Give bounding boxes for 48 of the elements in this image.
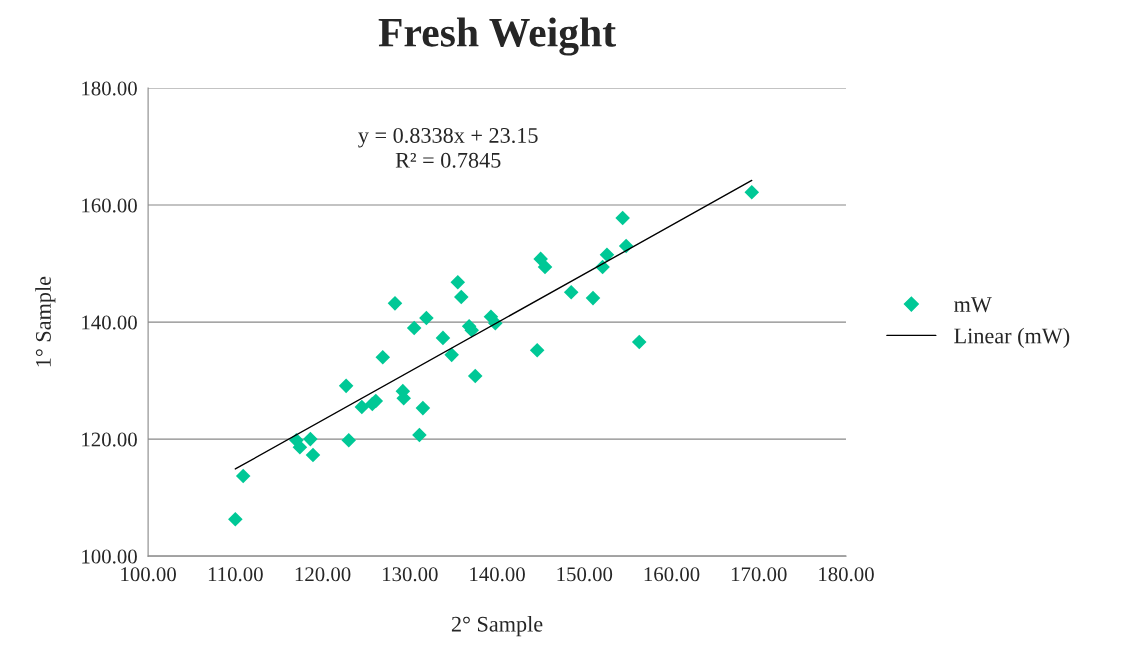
x-tick-label: 130.00	[383, 567, 438, 582]
y-tick-label: 160.00	[82, 198, 137, 213]
point	[444, 347, 459, 363]
point	[529, 342, 545, 358]
y-tick-label: 120.00	[82, 432, 137, 447]
point	[585, 290, 601, 306]
point	[387, 296, 403, 311]
legend-label: mW	[954, 297, 992, 313]
point	[292, 440, 308, 455]
point	[467, 368, 483, 384]
point	[305, 447, 321, 463]
point	[454, 289, 469, 305]
y-tick-label: 100.00	[82, 549, 137, 564]
point	[563, 284, 579, 300]
point	[338, 378, 354, 394]
point	[412, 427, 427, 443]
x-tick-label: 120.00	[295, 567, 351, 582]
annotation: y = 0.8338x + 23.15 R² = 0.7845	[358, 127, 538, 168]
point	[354, 399, 370, 415]
point	[537, 259, 553, 275]
point	[631, 334, 647, 350]
x-tick-label: 100.00	[121, 567, 176, 582]
legend-label: Linear (mW)	[954, 327, 1070, 348]
point	[435, 330, 451, 346]
y-tick-label: 140.00	[82, 315, 137, 330]
point	[744, 184, 760, 200]
point	[341, 433, 357, 448]
x-tick-label: 170.00	[731, 567, 787, 582]
point	[415, 400, 431, 416]
point	[375, 349, 391, 365]
point	[599, 247, 615, 263]
point	[228, 512, 243, 527]
x-tick-label: 110.00	[208, 567, 263, 582]
point	[368, 393, 384, 409]
point	[450, 275, 466, 290]
x-tick-label: 180.00	[819, 567, 874, 582]
y-tick-label: 180.00	[82, 81, 137, 96]
x-axis-title: 2° Sample	[451, 616, 543, 637]
x-tick-label: 150.00	[557, 567, 613, 582]
point	[419, 310, 434, 326]
y-axis-title: 1° Sample	[35, 276, 56, 367]
x-tick-label: 160.00	[644, 567, 700, 582]
point	[406, 320, 422, 336]
point	[303, 431, 318, 447]
x-tick-label: 140.00	[470, 567, 525, 582]
chart-title: Fresh Weight	[378, 17, 616, 56]
point	[235, 468, 251, 484]
point	[615, 210, 630, 226]
